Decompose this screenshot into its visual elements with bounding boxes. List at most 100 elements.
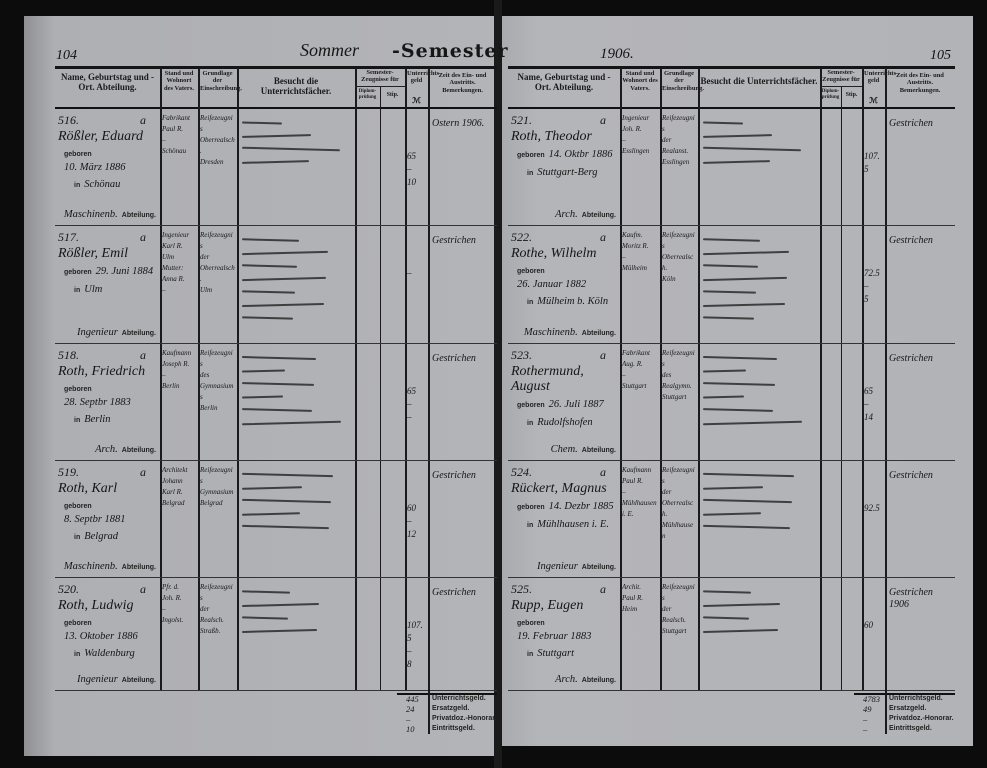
father-info-line: Kaufm. — [622, 231, 643, 239]
row-divider — [508, 690, 955, 691]
enrollment-basis-cell: Reifezeugnis Oberrealsch. Dresden — [200, 113, 235, 168]
name-cell: 522. a Rothe, Wilhelm geboren 26. Januar 188… — [511, 230, 616, 340]
student-name: Roth, Karl — [58, 481, 118, 496]
enrollment-basis-line: Realanst. — [662, 147, 689, 155]
student-name: Rothermund, August — [511, 364, 584, 394]
geboren-label: geboren — [517, 620, 545, 627]
enrollment-basis-cell: Reifezeugnis der Realsch. Stuttgart — [662, 582, 696, 637]
father-info-line: – — [622, 136, 626, 144]
column-header-besucht: Besucht die Unterrichtsfächer. — [700, 76, 818, 86]
father-info-line: Berlin — [162, 382, 180, 390]
in-label: in — [74, 417, 81, 424]
abteilung-label: Abteilung. — [121, 677, 156, 684]
entry-number: 517. — [58, 230, 79, 244]
birth-place-row: in Mülheim b. Köln — [511, 295, 616, 309]
remark: Gestrichen — [889, 118, 933, 129]
birth-place-row: in Berlin — [58, 413, 156, 427]
tuition-amount: 92.5 — [864, 503, 880, 513]
tuition-cell: 107.5 – 8 — [407, 619, 427, 671]
column-divider — [355, 68, 357, 690]
father-info-line: Karl R. — [162, 488, 183, 496]
in-label: in — [527, 170, 534, 177]
remark: Ostern 1906. — [432, 118, 485, 129]
father-info-line: Kaufmann — [162, 349, 192, 357]
right-page — [499, 16, 973, 746]
abteilung-label: Abteilung. — [581, 677, 616, 684]
geboren-label: geboren — [64, 503, 92, 510]
birth-place: Berlin — [84, 414, 111, 425]
enrollment-basis-line: Reifezeugnis — [200, 349, 233, 368]
student-name: Rothe, Wilhelm — [511, 246, 597, 261]
entry-letter: a — [600, 348, 606, 362]
column-header-besucht: Besucht die Unterrichtsfächer. — [260, 76, 332, 97]
birth-date-row: geboren 14. Oktbr 1886 — [511, 148, 616, 162]
enrollment-basis-line: Gymnasium — [200, 488, 234, 496]
geld-unit: ℳ — [869, 96, 878, 105]
father-info-line: Archit. — [622, 583, 641, 591]
birth-place-row: in Mühlhausen i. E. — [511, 518, 616, 532]
tuition-amount: 107.5 — [864, 151, 880, 174]
student-name: Rößler, Eduard — [58, 129, 144, 144]
totals-rule — [397, 693, 497, 695]
tuition-amount: – — [407, 164, 412, 174]
father-info-line: Aug. R. — [622, 360, 643, 368]
birth-place-row: in Schönau — [58, 178, 156, 192]
total-value: – — [863, 714, 868, 724]
tuition-amount: – — [864, 399, 869, 409]
tuition-amount: 10 — [407, 177, 416, 187]
total-value: – — [406, 714, 411, 724]
enrollment-basis-line: Oberrealsch. — [662, 499, 694, 518]
birth-date: 14. Dezbr 1885 — [548, 501, 614, 512]
father-info-line: Ingenieur — [162, 231, 190, 239]
row-divider — [55, 460, 497, 461]
enrollment-basis-line: Stuttgart — [662, 627, 687, 635]
enrollment-basis-line: Straßb. — [200, 627, 221, 635]
remark: Gestrichen 1906 — [889, 587, 933, 610]
father-info-line: Joseph R. — [162, 360, 190, 368]
tuition-amount: – — [407, 412, 412, 422]
remark-cell: Gestrichen — [889, 118, 951, 130]
totals-rule — [854, 693, 955, 695]
remark-cell: Gestrichen — [432, 353, 493, 365]
abteilung-row: Maschinenb. Abteilung. — [58, 560, 156, 574]
entry-number: 522. — [511, 230, 532, 244]
entry-number: 516. — [58, 113, 79, 127]
father-info-line: – — [162, 371, 166, 379]
student-name: Rupp, Eugen — [511, 598, 584, 613]
entry-header: 518. a — [58, 348, 156, 362]
entry-number: 518. — [58, 348, 79, 362]
total-label: Privatdoz.-Honorar. — [432, 715, 497, 722]
father-info-cell: Archit. Paul R. Heim — [622, 582, 658, 615]
birth-date-row: geboren 19. Februar 1883 — [511, 617, 616, 643]
tuition-amount: 65 — [864, 386, 873, 396]
geboren-label: geboren — [64, 151, 92, 158]
geboren-label: geboren — [64, 269, 92, 276]
semester-subheader-rule — [355, 86, 405, 87]
abteilung-value: Ingenieur — [536, 561, 578, 572]
enrollment-basis-line: Realsch. — [200, 616, 224, 624]
father-info-cell: Kaufmann Joseph R. – Berlin — [162, 348, 196, 392]
enrollment-basis-line: Oberrealsch. — [662, 253, 694, 272]
birth-place: Mühlhausen i. E. — [537, 519, 609, 530]
birth-date: 29. Juni 1884 — [95, 266, 154, 277]
abteilung-row: Ingenieur Abteilung. — [58, 326, 156, 340]
abteilung-value: Ingenieur — [76, 674, 118, 685]
enrollment-basis-cell: Reifezeugnis der Realsch. Straßb. — [200, 582, 235, 637]
total-value: 4783 — [863, 694, 880, 704]
tuition-cell: 60 – 12 — [407, 502, 427, 541]
column-divider — [380, 86, 381, 690]
enrollment-basis-line: Realsch. — [662, 616, 686, 624]
birth-date-row: geboren 14. Dezbr 1885 — [511, 500, 616, 514]
enrollment-basis-line: der — [200, 605, 210, 613]
name-cell: 518. a Roth, Friedrich geboren 28. Septbr 18… — [58, 348, 156, 457]
father-info-line: i. E. — [622, 510, 634, 518]
column-header-name: Name, Geburtstag und -Ort. Abteilung. — [60, 72, 154, 93]
abteilung-row: Arch. Abteilung. — [511, 208, 616, 222]
father-info-line: Ingenieur — [622, 114, 650, 122]
column-divider — [198, 68, 200, 690]
name-cell: 516. a Rößler, Eduard geboren 10. März 1886 i… — [58, 113, 156, 222]
name-cell: 524. a Rückert, Magnus geboren 14. Dezbr 188… — [511, 465, 616, 574]
father-info-cell: Fabrikant Paul R. – Schönau — [162, 113, 196, 157]
column-header-diplom: Diplom-prüfung — [358, 89, 377, 100]
entry-number: 523. — [511, 348, 532, 362]
